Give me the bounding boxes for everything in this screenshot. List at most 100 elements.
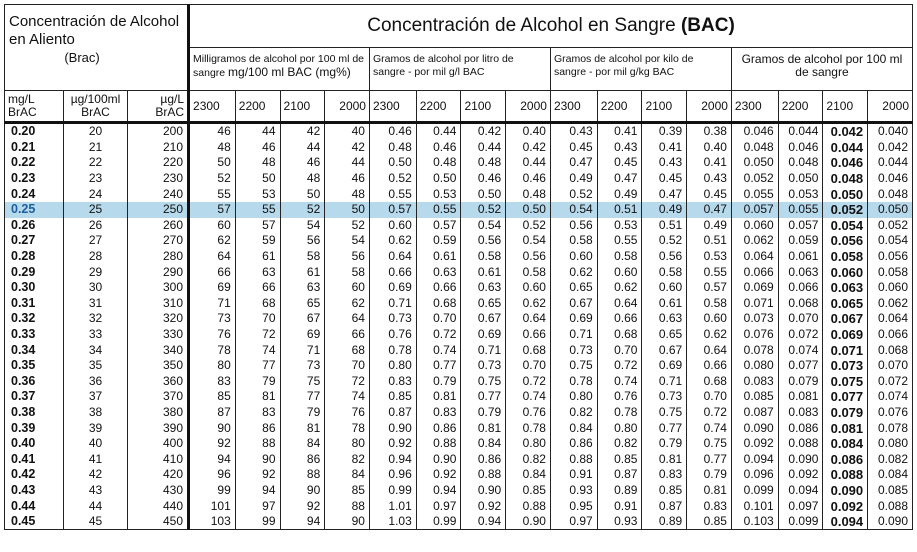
bac-value-cell: 0.60 <box>549 248 598 265</box>
bac-value-cell: 0.88 <box>460 467 507 483</box>
brac-ug-100ml-cell: 25 <box>62 201 129 218</box>
bac-value-cell: 0.50 <box>368 155 417 171</box>
bac-value-cell: 0.82 <box>549 404 598 421</box>
brac-ug-100ml-cell: 35 <box>62 357 129 374</box>
bac-value-cell: 0.44 <box>415 122 462 140</box>
brac-mg-l-cell: 0.31 <box>4 295 64 312</box>
bac-value-cell: 55 <box>234 201 281 218</box>
bac-value-cell: 42 <box>279 122 326 140</box>
brac-ug-100ml-cell: 44 <box>62 498 129 514</box>
bac-value-cell: 0.64 <box>505 311 551 327</box>
bac-value-cell: 0.72 <box>415 326 462 343</box>
bac-value-cell: 0.074 <box>867 389 913 405</box>
table-row: 0.21 21 210 48 46 44 42 0.48 0.46 0.44 0.42 0.45 0.4… <box>4 139 913 156</box>
bac-value-cell: 0.88 <box>505 498 551 514</box>
brac-ug-100ml-cell: 23 <box>62 170 129 187</box>
bac-value-cell: 0.97 <box>549 513 598 531</box>
brac-subtitle: (Brac) <box>64 50 100 65</box>
brac-mg-l-cell: 0.32 <box>4 311 64 327</box>
bac-value-cell: 0.099 <box>777 513 824 531</box>
bac-value-cell: 0.55 <box>686 264 732 280</box>
bac-value-cell: 0.84 <box>505 467 551 483</box>
bac-value-cell: 0.94 <box>415 482 462 499</box>
bac-value-cell: 0.081 <box>822 420 869 436</box>
bac-value-cell: 70 <box>234 311 281 327</box>
brac-mg-l-cell: 0.20 <box>4 122 64 140</box>
bac-value-cell: 0.84 <box>460 435 507 452</box>
brac-ug-100ml-cell: 24 <box>62 186 129 202</box>
bac-value-cell: 0.71 <box>641 373 688 390</box>
bac-value-cell: 0.69 <box>549 311 598 327</box>
table-row: 0.44 44 440 101 97 92 88 1.01 0.97 0.92 0.88 0.95 0.… <box>4 498 913 514</box>
bac-value-cell: 0.081 <box>777 389 824 405</box>
brac-ug-l-cell: 420 <box>127 467 190 483</box>
brac-mg-l-cell: 0.41 <box>4 451 64 468</box>
bac-value-cell: 0.53 <box>596 217 643 234</box>
bac-value-cell: 73 <box>279 357 326 374</box>
bac-value-cell: 0.86 <box>460 451 507 468</box>
bac-value-cell: 61 <box>279 264 326 280</box>
brac-ug-100ml-cell: 38 <box>62 404 129 421</box>
bac-value-cell: 0.088 <box>777 435 824 452</box>
table-row: 0.22 22 220 50 48 46 44 0.50 0.48 0.48 0.44 0.47 0.4… <box>4 155 913 171</box>
bac-value-cell: 90 <box>324 513 370 531</box>
bac-value-cell: 87 <box>187 404 236 421</box>
bac-value-cell: 0.074 <box>777 342 824 358</box>
bac-value-cell: 0.60 <box>596 264 643 280</box>
bac-value-cell: 0.81 <box>460 420 507 436</box>
brac-ug-l-cell: 280 <box>127 248 190 265</box>
bac-value-cell: 0.90 <box>368 420 417 436</box>
brac-mg-l-cell: 0.24 <box>4 186 64 202</box>
brac-ug-l-cell: 200 <box>127 122 190 140</box>
bac-value-cell: 0.76 <box>368 326 417 343</box>
bac-value-cell: 0.94 <box>460 513 507 531</box>
bac-value-cell: 0.41 <box>641 139 688 156</box>
brac-ug-l-cell: 270 <box>127 233 190 249</box>
bac-value-cell: 0.65 <box>641 326 688 343</box>
bac-value-cell: 55 <box>187 186 236 202</box>
bac-value-cell: 0.094 <box>777 482 824 499</box>
bac-value-cell: 62 <box>187 233 236 249</box>
bac-value-cell: 0.75 <box>686 435 732 452</box>
temp-ratio-header: 2300 <box>368 90 417 124</box>
brac-ug-100ml-cell: 27 <box>62 233 129 249</box>
bac-value-cell: 0.57 <box>415 217 462 234</box>
bac-value-cell: 44 <box>234 122 281 140</box>
bac-value-cell: 0.58 <box>596 248 643 265</box>
table-row: 0.27 27 270 62 59 56 54 0.62 0.59 0.56 0.54 0.58 0.5… <box>4 233 913 249</box>
brac-mg-l-cell: 0.23 <box>4 170 64 187</box>
bac-value-cell: 0.050 <box>777 170 824 187</box>
bac-value-cell: 0.63 <box>460 279 507 296</box>
bac-value-cell: 0.92 <box>415 467 462 483</box>
bac-value-cell: 88 <box>324 498 370 514</box>
bac-value-cell: 0.62 <box>686 326 732 343</box>
bac-value-cell: 0.61 <box>415 248 462 265</box>
bac-value-cell: 58 <box>324 264 370 280</box>
bac-value-cell: 0.077 <box>822 389 869 405</box>
bac-value-cell: 0.83 <box>686 498 732 514</box>
bac-value-cell: 0.071 <box>730 295 779 312</box>
bac-value-cell: 0.96 <box>368 467 417 483</box>
bac-value-cell: 0.62 <box>368 233 417 249</box>
bac-value-cell: 0.70 <box>596 342 643 358</box>
table-row: 0.38 38 380 87 83 79 76 0.87 0.83 0.79 0.76 0.82 0.7… <box>4 404 913 421</box>
bac-value-cell: 0.49 <box>596 186 643 202</box>
bac-value-cell: 0.67 <box>641 342 688 358</box>
table-row: 0.23 23 230 52 50 48 46 0.52 0.50 0.46 0.46 0.49 0.4… <box>4 170 913 187</box>
bac-value-cell: 94 <box>234 482 281 499</box>
bac-value-cell: 0.72 <box>505 373 551 390</box>
bac-value-cell: 0.49 <box>641 201 688 218</box>
bac-value-cell: 0.052 <box>822 201 869 218</box>
bac-value-cell: 0.74 <box>505 389 551 405</box>
bac-value-cell: 84 <box>279 435 326 452</box>
bac-value-cell: 0.79 <box>415 373 462 390</box>
bac-value-cell: 0.080 <box>867 435 913 452</box>
bac-value-cell: 0.99 <box>415 513 462 531</box>
bac-value-cell: 0.90 <box>415 451 462 468</box>
brac-ug-100ml-cell: 20 <box>62 122 129 140</box>
brac-ug-l-cell: 250 <box>127 201 190 218</box>
temp-ratio-header: 2300 <box>730 90 779 124</box>
bac-value-cell: 0.048 <box>867 186 913 202</box>
unit-ug-l: µg/L BrAC <box>127 90 190 124</box>
bac-value-cell: 0.066 <box>777 279 824 296</box>
